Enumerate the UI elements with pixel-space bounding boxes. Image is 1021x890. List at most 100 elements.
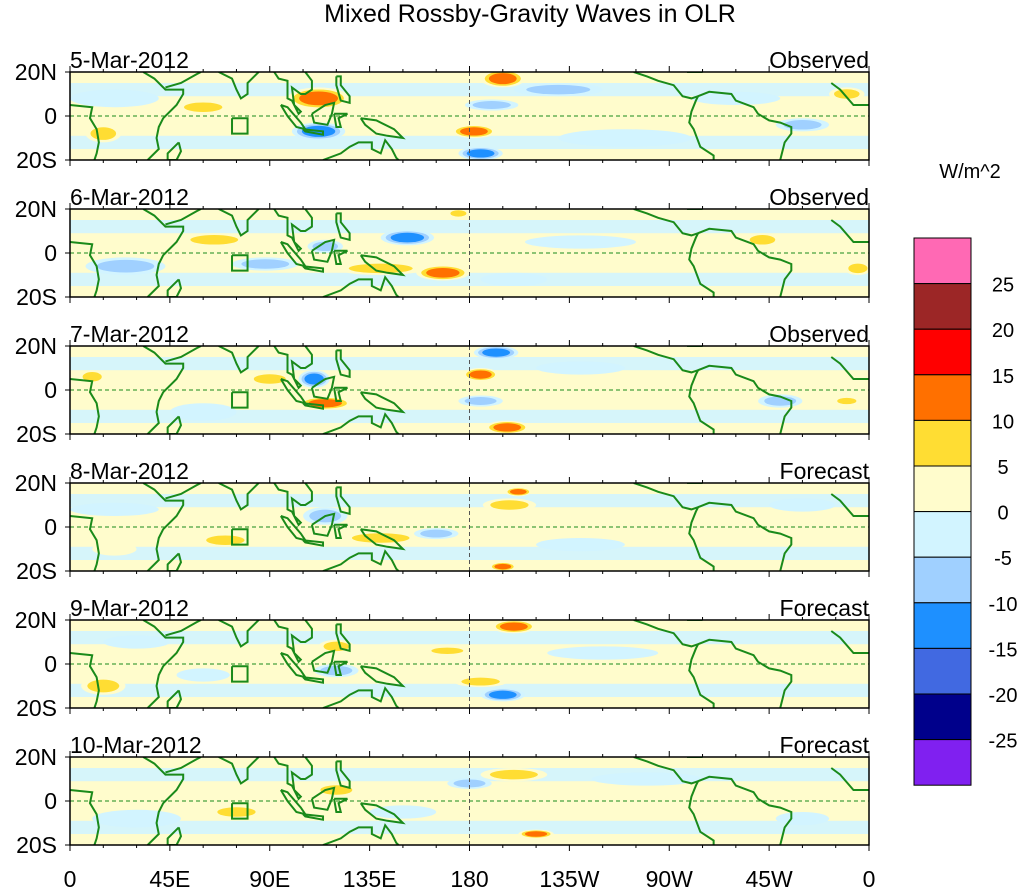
anomaly-contour <box>547 646 659 660</box>
coastline <box>830 493 869 517</box>
coastline <box>697 775 793 845</box>
y-tick-label: 20S <box>16 284 57 310</box>
coastline <box>165 757 202 774</box>
coastline <box>273 346 313 390</box>
anomaly-contour <box>488 690 517 699</box>
anomaly-contour <box>526 84 591 95</box>
anomaly-contour <box>390 232 425 243</box>
coastline <box>166 141 183 160</box>
coastline <box>302 265 325 273</box>
coastline <box>70 515 100 571</box>
coastline <box>830 82 869 106</box>
anomaly-contour <box>217 807 256 817</box>
colorbar-label: -5 <box>994 548 1012 570</box>
anomaly-contour <box>480 272 548 286</box>
coastline <box>273 72 313 116</box>
coastline <box>142 346 185 434</box>
coastline <box>310 375 336 400</box>
map-panel: 9-Mar-2012 Forecast 20N 0 20S <box>15 595 870 721</box>
anomaly-contour <box>489 769 538 780</box>
y-tick-label: 20S <box>16 147 57 173</box>
panel-date: 6-Mar-2012 <box>70 184 189 210</box>
y-tick-label: 20N <box>15 59 57 85</box>
colorbar-label: 25 <box>992 275 1014 297</box>
coastline <box>142 483 185 571</box>
coastline <box>70 789 100 845</box>
anomaly-contour <box>450 210 467 217</box>
coastline <box>633 209 715 297</box>
coastline <box>231 391 249 409</box>
coastline <box>142 757 185 845</box>
anomaly-contour <box>691 91 781 105</box>
coastline <box>218 483 260 511</box>
colorbar-label: -15 <box>989 639 1018 661</box>
anomaly-contour <box>460 127 488 136</box>
colorbar-label: 0 <box>997 503 1008 525</box>
coastline <box>165 72 202 89</box>
coastline <box>231 802 249 820</box>
coastline <box>333 249 348 265</box>
x-tick-label: 0 <box>64 866 77 890</box>
anomaly-contour <box>837 397 857 405</box>
anomaly-contour <box>488 73 517 85</box>
anomaly-contour <box>466 149 495 158</box>
coastline <box>302 539 325 547</box>
x-tick-label: 90E <box>249 866 290 890</box>
colorbar-swatch <box>913 419 972 467</box>
coastline <box>166 689 183 708</box>
colorbar-label: -25 <box>989 731 1018 753</box>
y-tick-label: 0 <box>44 514 57 540</box>
anomaly-contour <box>103 635 170 649</box>
coastline <box>218 620 260 648</box>
anomaly-contour <box>453 779 486 788</box>
colorbar-label: 10 <box>992 411 1014 433</box>
anomaly-contour <box>591 772 703 786</box>
anomaly-contour <box>87 679 120 693</box>
coastline <box>310 101 336 126</box>
x-tick-label: 180 <box>450 866 488 890</box>
x-tick-label: 45W <box>745 866 793 890</box>
map-panel: 7-Mar-2012 Observed 20N 0 20S <box>15 321 870 447</box>
coastline <box>322 412 400 434</box>
panel-label: Observed <box>769 47 869 73</box>
anomaly-contour <box>499 622 528 631</box>
y-tick-label: 20S <box>16 558 57 584</box>
coastline <box>302 813 325 821</box>
coastline <box>273 757 313 801</box>
anomaly-contour <box>509 489 527 495</box>
panel-date: 9-Mar-2012 <box>70 595 189 621</box>
coastline <box>218 757 260 785</box>
anomaly-contour <box>70 502 159 516</box>
anomaly-contour <box>420 529 453 538</box>
panel-label: Observed <box>769 321 869 347</box>
coastline <box>359 117 406 140</box>
x-tick-label: 135W <box>539 866 599 890</box>
coastline <box>359 528 406 551</box>
anomaly-contour <box>482 348 511 357</box>
anomaly-contour <box>490 500 529 510</box>
coastline <box>830 630 869 654</box>
coastline <box>359 254 406 277</box>
coastline <box>697 638 793 708</box>
colorbar-swatch <box>913 511 972 558</box>
map-panel: 6-Mar-2012 Observed 20N 0 20S <box>15 184 870 310</box>
y-tick-label: 20N <box>15 607 57 633</box>
x-tick-label: 135E <box>343 866 397 890</box>
coastline <box>70 652 100 708</box>
anomaly-contour <box>848 263 868 274</box>
coastline <box>633 620 715 708</box>
coastline <box>697 90 793 160</box>
coastline <box>218 72 260 100</box>
coastline <box>302 402 325 410</box>
anomaly-contour <box>369 805 437 819</box>
anomaly-contour <box>536 538 625 552</box>
anomaly-contour <box>348 263 413 274</box>
y-tick-label: 0 <box>44 377 57 403</box>
colorbar-swatch <box>913 647 972 695</box>
coastline <box>142 209 185 297</box>
y-tick-label: 0 <box>44 240 57 266</box>
anomaly-contour <box>176 668 230 682</box>
y-tick-label: 20N <box>15 333 57 359</box>
coastline <box>165 346 202 363</box>
